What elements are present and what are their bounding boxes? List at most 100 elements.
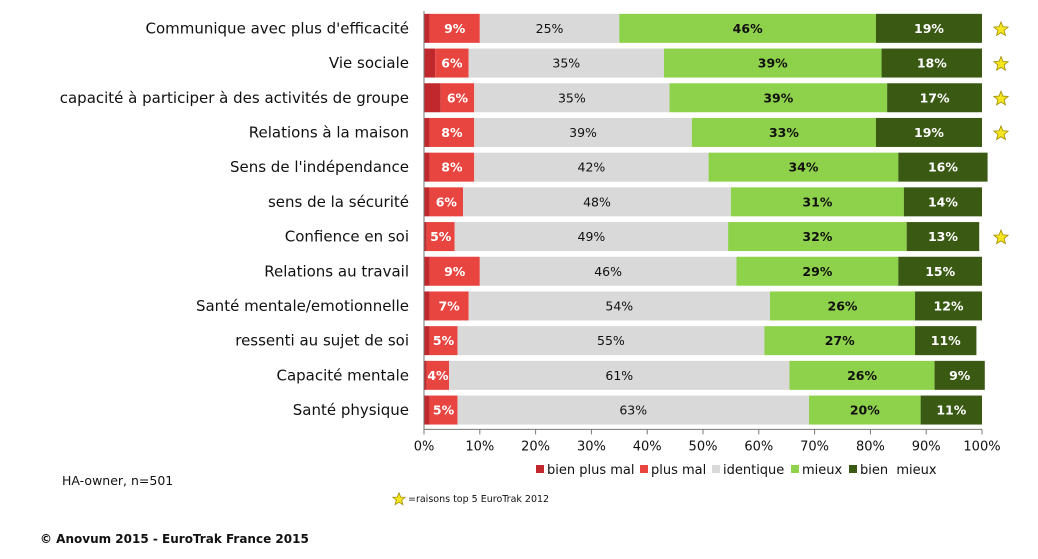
- data-label: 7%: [438, 298, 460, 313]
- copyright-note: © Anovum 2015 - EuroTrak France 2015: [40, 532, 309, 546]
- legend-item: bien plus mal: [536, 463, 634, 478]
- data-label: 12%: [934, 298, 964, 313]
- x-tick-label: 80%: [856, 439, 885, 454]
- data-label: 18%: [917, 56, 947, 71]
- bar-segment: [934, 360, 985, 390]
- category-label: Vie sociale: [329, 54, 409, 72]
- bar-segment: [429, 256, 480, 286]
- bar-segment: [429, 152, 475, 182]
- bar-segment: [789, 360, 935, 390]
- bar-segment: [429, 187, 464, 217]
- category-label: Capacité mentale: [277, 366, 410, 384]
- bar-segment: [619, 13, 876, 43]
- star-icon: [992, 55, 1010, 71]
- bar-segment: [881, 48, 982, 78]
- star-legend: =raisons top 5 EuroTrak 2012: [392, 492, 549, 506]
- data-label: 46%: [733, 21, 763, 36]
- legend-label: plus mal: [651, 463, 706, 478]
- legend-swatch: [536, 465, 544, 473]
- bar-segment: [424, 117, 430, 147]
- data-label: 11%: [936, 403, 966, 418]
- data-label: 6%: [436, 194, 458, 209]
- data-label: 42%: [578, 160, 606, 175]
- bar-segment: [764, 326, 916, 356]
- category-label: Sens de l'indépendance: [230, 158, 409, 176]
- legend-label: bien mieux: [860, 463, 937, 478]
- category-label: Confience en soi: [285, 228, 409, 246]
- bar-segment: [429, 395, 458, 425]
- data-label: 35%: [558, 90, 586, 105]
- legend-swatch: [712, 465, 720, 473]
- data-label: 46%: [594, 264, 622, 279]
- category-label: sens de la sécurité: [268, 193, 409, 211]
- category-label: capacité à participer à des activités de…: [60, 89, 409, 107]
- data-label: 55%: [597, 333, 625, 348]
- data-label: 27%: [825, 333, 855, 348]
- legend-item: mieux: [791, 463, 843, 478]
- bar-segment: [449, 360, 790, 390]
- bar-segment: [809, 395, 921, 425]
- x-tick-label: 0%: [414, 439, 435, 454]
- x-tick-label: 20%: [521, 439, 550, 454]
- x-tick-label: 100%: [963, 439, 1000, 454]
- data-label: 6%: [447, 90, 469, 105]
- bar-segment: [424, 326, 430, 356]
- bar-segment: [424, 395, 430, 425]
- data-label: 11%: [931, 333, 961, 348]
- bar-segment: [474, 152, 709, 182]
- data-label: 14%: [928, 194, 958, 209]
- bar-segment: [424, 48, 436, 78]
- x-tick-label: 90%: [912, 439, 941, 454]
- data-label: 15%: [925, 264, 955, 279]
- category-label: ressenti au sujet de soi: [235, 332, 409, 350]
- bar-segment: [468, 48, 664, 78]
- bar-segment: [457, 395, 810, 425]
- data-label: 39%: [569, 125, 597, 140]
- bar-segment: [429, 13, 480, 43]
- bar-segment: [915, 291, 982, 321]
- data-label: 19%: [914, 21, 944, 36]
- bar-segment: [898, 152, 988, 182]
- legend-label: identique: [723, 463, 784, 478]
- data-label: 13%: [928, 229, 958, 244]
- legend-swatch: [640, 465, 648, 473]
- legend-item: bien mieux: [849, 463, 937, 478]
- bar-segment: [474, 83, 670, 113]
- data-label: 34%: [788, 160, 818, 175]
- bar-segment: [769, 291, 916, 321]
- bar-segment: [424, 152, 430, 182]
- data-label: 49%: [578, 229, 606, 244]
- bar-segment: [424, 83, 441, 113]
- bar-segment: [663, 48, 882, 78]
- bar-segment: [424, 360, 427, 390]
- data-label: 39%: [763, 90, 793, 105]
- star-icon: [392, 492, 406, 506]
- data-label: 5%: [433, 333, 455, 348]
- data-label: 6%: [441, 56, 463, 71]
- bar-segment: [875, 117, 982, 147]
- bar-segment: [424, 187, 430, 217]
- data-label: 9%: [949, 368, 971, 383]
- data-label: 29%: [802, 264, 832, 279]
- legend-swatch: [791, 465, 799, 473]
- bar-segment: [429, 326, 458, 356]
- bar-segment: [440, 83, 475, 113]
- category-label: Relations à la maison: [249, 123, 409, 141]
- star-icon: [992, 228, 1010, 245]
- bar-segment: [875, 13, 982, 43]
- bar-segment: [426, 360, 450, 390]
- category-label: Relations au travail: [264, 262, 409, 280]
- x-tick-label: 70%: [800, 439, 829, 454]
- category-label: Santé physique: [293, 401, 409, 419]
- bar-segment: [736, 256, 899, 286]
- data-label: 63%: [619, 403, 647, 418]
- bar-segment: [435, 48, 469, 78]
- bar-segment: [906, 222, 980, 252]
- data-label: 32%: [802, 229, 832, 244]
- bar-segment: [728, 222, 907, 252]
- bar-segment: [424, 291, 430, 321]
- bar-segment: [898, 256, 982, 286]
- bar-segment: [920, 395, 982, 425]
- data-label: 9%: [444, 264, 466, 279]
